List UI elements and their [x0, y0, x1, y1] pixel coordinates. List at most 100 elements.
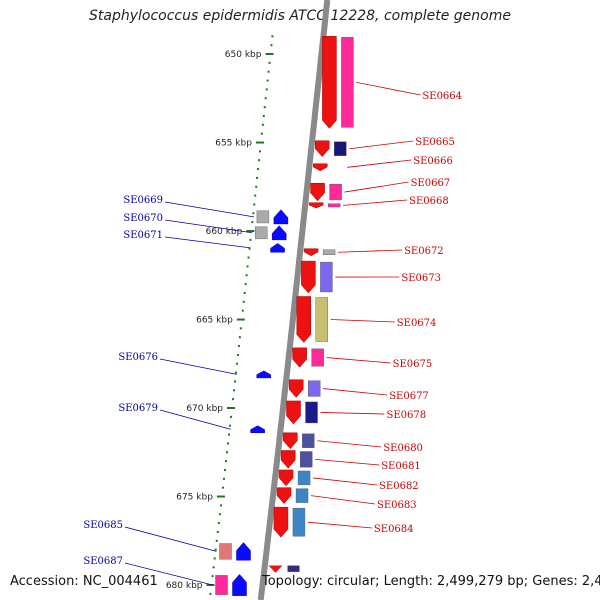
reverse-gene-arrow[interactable] [270, 243, 285, 253]
ruler-tick [229, 424, 232, 427]
gene-label[interactable]: SE0670 [123, 213, 163, 224]
ruler-tick [227, 407, 236, 410]
gene-label[interactable]: SE0681 [381, 461, 421, 472]
gene-label[interactable]: SE0687 [83, 556, 123, 567]
reverse-gene-arrow[interactable] [273, 209, 289, 225]
forward-gene-arrow[interactable] [310, 182, 325, 202]
gene-label[interactable]: SE0682 [379, 481, 419, 492]
label-leader-line [164, 236, 251, 249]
gene-label[interactable]: SE0679 [118, 403, 158, 414]
gene-label[interactable]: SE0666 [413, 156, 453, 167]
forward-gene-arrow[interactable] [303, 248, 319, 257]
reverse-gene-arrow[interactable] [250, 425, 265, 434]
ruler-tick [253, 203, 256, 206]
ruler-tick [206, 584, 215, 587]
forward-gene-arrow[interactable] [315, 140, 330, 158]
gene-label[interactable]: SE0672 [404, 246, 444, 257]
forward-gene-arrow[interactable] [313, 163, 328, 172]
forward-gene-arrow[interactable] [322, 36, 337, 129]
gene-label[interactable]: SE0676 [118, 352, 158, 363]
gene-label[interactable]: SE0664 [422, 91, 462, 102]
label-leader-line [344, 181, 409, 193]
cog-category-block [254, 226, 268, 240]
forward-gene-arrow[interactable] [280, 450, 296, 469]
ruler-tick [255, 185, 258, 188]
label-leader-line [349, 140, 414, 150]
gene-label[interactable]: SE0668 [409, 196, 449, 207]
ruler-label: 680 kbp [166, 581, 203, 591]
ruler-tick [261, 123, 264, 126]
ruler-label: 650 kbp [225, 50, 262, 60]
ruler-tick [211, 575, 214, 578]
ruler-label: 675 kbp [176, 493, 213, 503]
cog-category-block [320, 261, 333, 293]
cog-category-block [287, 565, 300, 572]
cog-category-block [300, 451, 313, 468]
gene-label[interactable]: SE0683 [377, 500, 417, 511]
ruler-tick [265, 88, 268, 91]
reverse-gene-arrow[interactable] [256, 370, 272, 379]
gene-label[interactable]: SE0680 [383, 443, 423, 454]
cog-category-block [307, 380, 321, 397]
reverse-gene-arrow[interactable] [271, 225, 287, 241]
gene-label[interactable]: SE0673 [401, 273, 441, 284]
ruler-tick [251, 221, 254, 224]
gene-label[interactable]: SE0671 [123, 230, 163, 241]
label-leader-line [307, 521, 372, 529]
forward-gene-arrow[interactable] [286, 400, 301, 425]
forward-gene-arrow[interactable] [292, 347, 307, 368]
ruler-tick [270, 44, 273, 47]
gene-labels: SE0664 SE0665 SE0666 SE0667 SE0668 SE0672 SE06… [83, 81, 462, 586]
forward-gene-arrow[interactable] [301, 260, 316, 294]
gene-label[interactable]: SE0678 [387, 410, 427, 421]
gene-label[interactable]: SE0685 [83, 520, 123, 531]
ruler-tick [242, 300, 245, 303]
ruler-tick [226, 451, 229, 454]
gene-tracks [215, 36, 354, 596]
ruler-label: 655 kbp [215, 139, 252, 149]
forward-gene-arrow[interactable] [296, 296, 312, 343]
ruler-label: 670 kbp [186, 404, 223, 414]
reverse-gene-arrow[interactable] [236, 542, 251, 561]
ruler-tick [265, 53, 274, 56]
forward-gene-arrow[interactable] [278, 469, 294, 487]
ruler-tick [212, 566, 215, 569]
ruler-tick [216, 495, 225, 498]
ruler-tick [233, 380, 236, 383]
ruler-label: 665 kbp [196, 316, 233, 326]
ruler-tick [217, 522, 220, 525]
forward-gene-arrow[interactable] [283, 432, 298, 450]
ruler-tick [234, 371, 237, 374]
ruler-tick [221, 486, 224, 489]
ruler-tick [239, 327, 242, 330]
ruler-tick [227, 442, 230, 445]
ruler-tick [222, 477, 225, 480]
gene-label[interactable]: SE0669 [123, 195, 163, 206]
ruler-tick [215, 539, 218, 542]
ruler-tick [235, 362, 238, 365]
label-leader-line [164, 219, 253, 234]
label-leader-line [124, 526, 217, 552]
ruler-tick [249, 238, 252, 241]
gene-label[interactable]: SE0677 [389, 391, 429, 402]
ruler-tick [254, 194, 257, 197]
ruler-tick [245, 274, 248, 277]
gene-label[interactable]: SE0675 [393, 359, 433, 370]
gene-label[interactable]: SE0674 [397, 318, 437, 329]
reverse-gene-arrow[interactable] [232, 574, 247, 596]
ruler-tick [257, 168, 260, 171]
cog-category-block [297, 470, 311, 486]
forward-gene-arrow[interactable] [276, 487, 292, 504]
gene-label[interactable]: SE0665 [415, 137, 455, 148]
ruler-tick [223, 468, 226, 471]
label-leader-line [313, 477, 378, 486]
cog-category-block [322, 249, 336, 256]
ruler-tick [237, 345, 240, 348]
ruler-tick [246, 230, 255, 233]
forward-gene-arrow[interactable] [273, 506, 289, 538]
forward-gene-arrow[interactable] [288, 379, 304, 398]
gene-label[interactable]: SE0667 [411, 178, 451, 189]
forward-gene-arrow[interactable] [268, 565, 283, 573]
gene-label[interactable]: SE0684 [374, 524, 414, 535]
forward-gene-arrow[interactable] [308, 202, 324, 209]
